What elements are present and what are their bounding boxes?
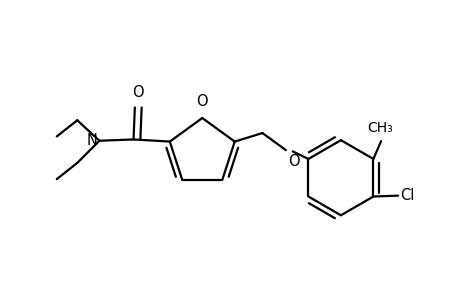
Text: Cl: Cl bbox=[399, 188, 414, 203]
Text: O: O bbox=[132, 85, 144, 100]
Text: O: O bbox=[196, 94, 207, 109]
Text: N: N bbox=[87, 133, 97, 148]
Text: CH₃: CH₃ bbox=[367, 121, 392, 135]
Text: O: O bbox=[287, 154, 299, 169]
